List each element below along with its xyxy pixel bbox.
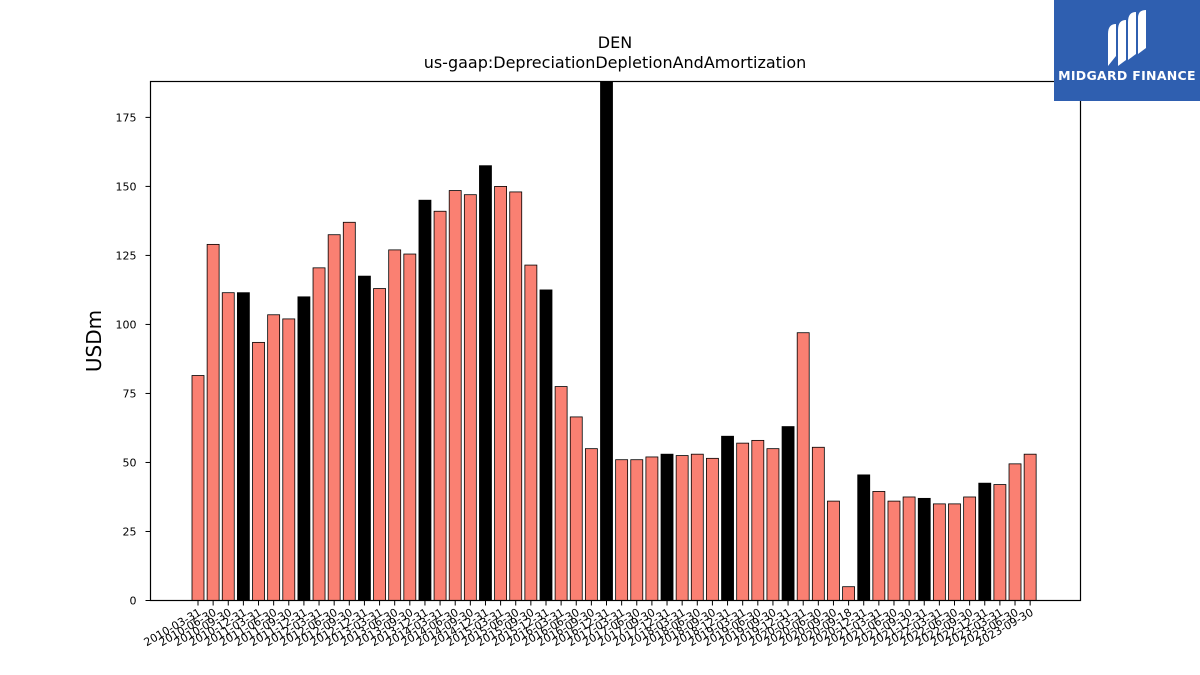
midgard-finance-logo: MIDGARD FINANCE <box>1054 0 1200 101</box>
bar-2019-12-31 <box>781 426 795 601</box>
bar-2021-12-31 <box>917 497 931 601</box>
bars-group <box>191 81 1037 601</box>
logo-text: MIDGARD FINANCE <box>1058 68 1196 83</box>
bar-2023-09-30 <box>1023 453 1037 601</box>
bar-2010-12-31 <box>236 292 250 601</box>
bar-2012-12-31 <box>358 275 371 601</box>
bar-2016-09-30 <box>584 448 598 601</box>
bar-2021-03-31 <box>872 491 886 601</box>
bar-2011-12-31 <box>297 296 311 601</box>
bar-2020-03-31 <box>796 332 810 601</box>
chart-title: DEN <box>598 33 632 52</box>
y-tick-label: 75 <box>123 387 137 400</box>
y-tick-label: 0 <box>130 595 137 608</box>
bar-2012-09-30 <box>342 221 356 601</box>
y-tick-label: 150 <box>116 180 137 193</box>
bar-2015-06-30 <box>509 191 523 601</box>
bar-2017-09-30 <box>645 456 659 601</box>
bar-2018-03-31 <box>675 455 689 601</box>
bar-2013-03-31 <box>373 288 386 601</box>
bar-2022-12-31 <box>978 482 992 601</box>
x-axis: 2010-03-312010-06-302010-09-302010-12-31… <box>142 600 1036 649</box>
bar-2017-06-30 <box>630 459 644 601</box>
bar-2017-03-31 <box>615 459 629 601</box>
bar-2012-03-31 <box>312 267 326 601</box>
bar-2018-06-30 <box>690 453 704 601</box>
bar-2020-09-18 <box>842 586 855 601</box>
bar-2019-06-30 <box>751 439 765 601</box>
bar-2014-03-31 <box>433 210 447 601</box>
bar-2011-06-30 <box>267 314 281 601</box>
y-tick-label: 125 <box>116 249 137 262</box>
bar-2016-03-31 <box>554 386 568 601</box>
y-tick-label: 175 <box>116 111 137 124</box>
bar-2011-09-30 <box>282 318 296 601</box>
midgard-logo-mark-icon <box>1108 10 1146 66</box>
bar-2016-12-31 <box>600 81 613 601</box>
bar-2010-06-30 <box>206 243 220 601</box>
bar-2015-09-30 <box>524 264 538 601</box>
bar-2018-12-31 <box>721 435 734 601</box>
bar-2020-06-30 <box>811 446 825 601</box>
bar-2013-12-31 <box>418 199 432 601</box>
chart-subtitle: us-gaap:DepreciationDepletionAndAmortiza… <box>424 53 807 72</box>
bar-2020-09-30 <box>827 500 840 601</box>
bar-2014-12-31 <box>479 165 492 601</box>
bar-2016-06-30 <box>569 416 583 601</box>
bar-2012-06-30 <box>327 234 341 601</box>
y-tick-label: 100 <box>116 318 137 331</box>
bar-2020-12-31 <box>857 474 871 601</box>
y-axis: 0 25 50 75 100 125 150 175 <box>116 111 151 608</box>
bar-2015-12-31 <box>539 289 553 601</box>
bar-2019-03-31 <box>736 442 750 601</box>
bar-2010-09-30 <box>221 292 235 601</box>
bar-2017-12-31 <box>660 453 674 601</box>
bar-2022-03-31 <box>932 503 946 601</box>
bar-2022-09-30 <box>963 496 977 601</box>
bar-2014-09-30 <box>463 194 477 601</box>
bar-2021-09-30 <box>902 496 916 601</box>
bar-2015-03-31 <box>494 185 508 601</box>
bar-2013-06-30 <box>388 249 402 601</box>
bar-2021-06-30 <box>887 500 901 601</box>
bar-2018-09-30 <box>706 457 719 601</box>
y-axis-label: USDm <box>82 310 106 372</box>
bar-2011-03-31 <box>252 341 265 601</box>
bar-2013-09-30 <box>403 253 417 601</box>
bar-2019-09-30 <box>766 448 780 601</box>
bar-2023-06-30 <box>1008 463 1022 601</box>
bar-2014-06-30 <box>448 190 462 601</box>
bar-2010-03-31 <box>191 375 205 601</box>
y-tick-label: 25 <box>123 525 137 538</box>
y-tick-label: 50 <box>123 456 137 469</box>
bar-2023-03-31 <box>993 484 1007 601</box>
bar-2022-06-30 <box>948 503 961 601</box>
plot-frame <box>149 80 1082 602</box>
